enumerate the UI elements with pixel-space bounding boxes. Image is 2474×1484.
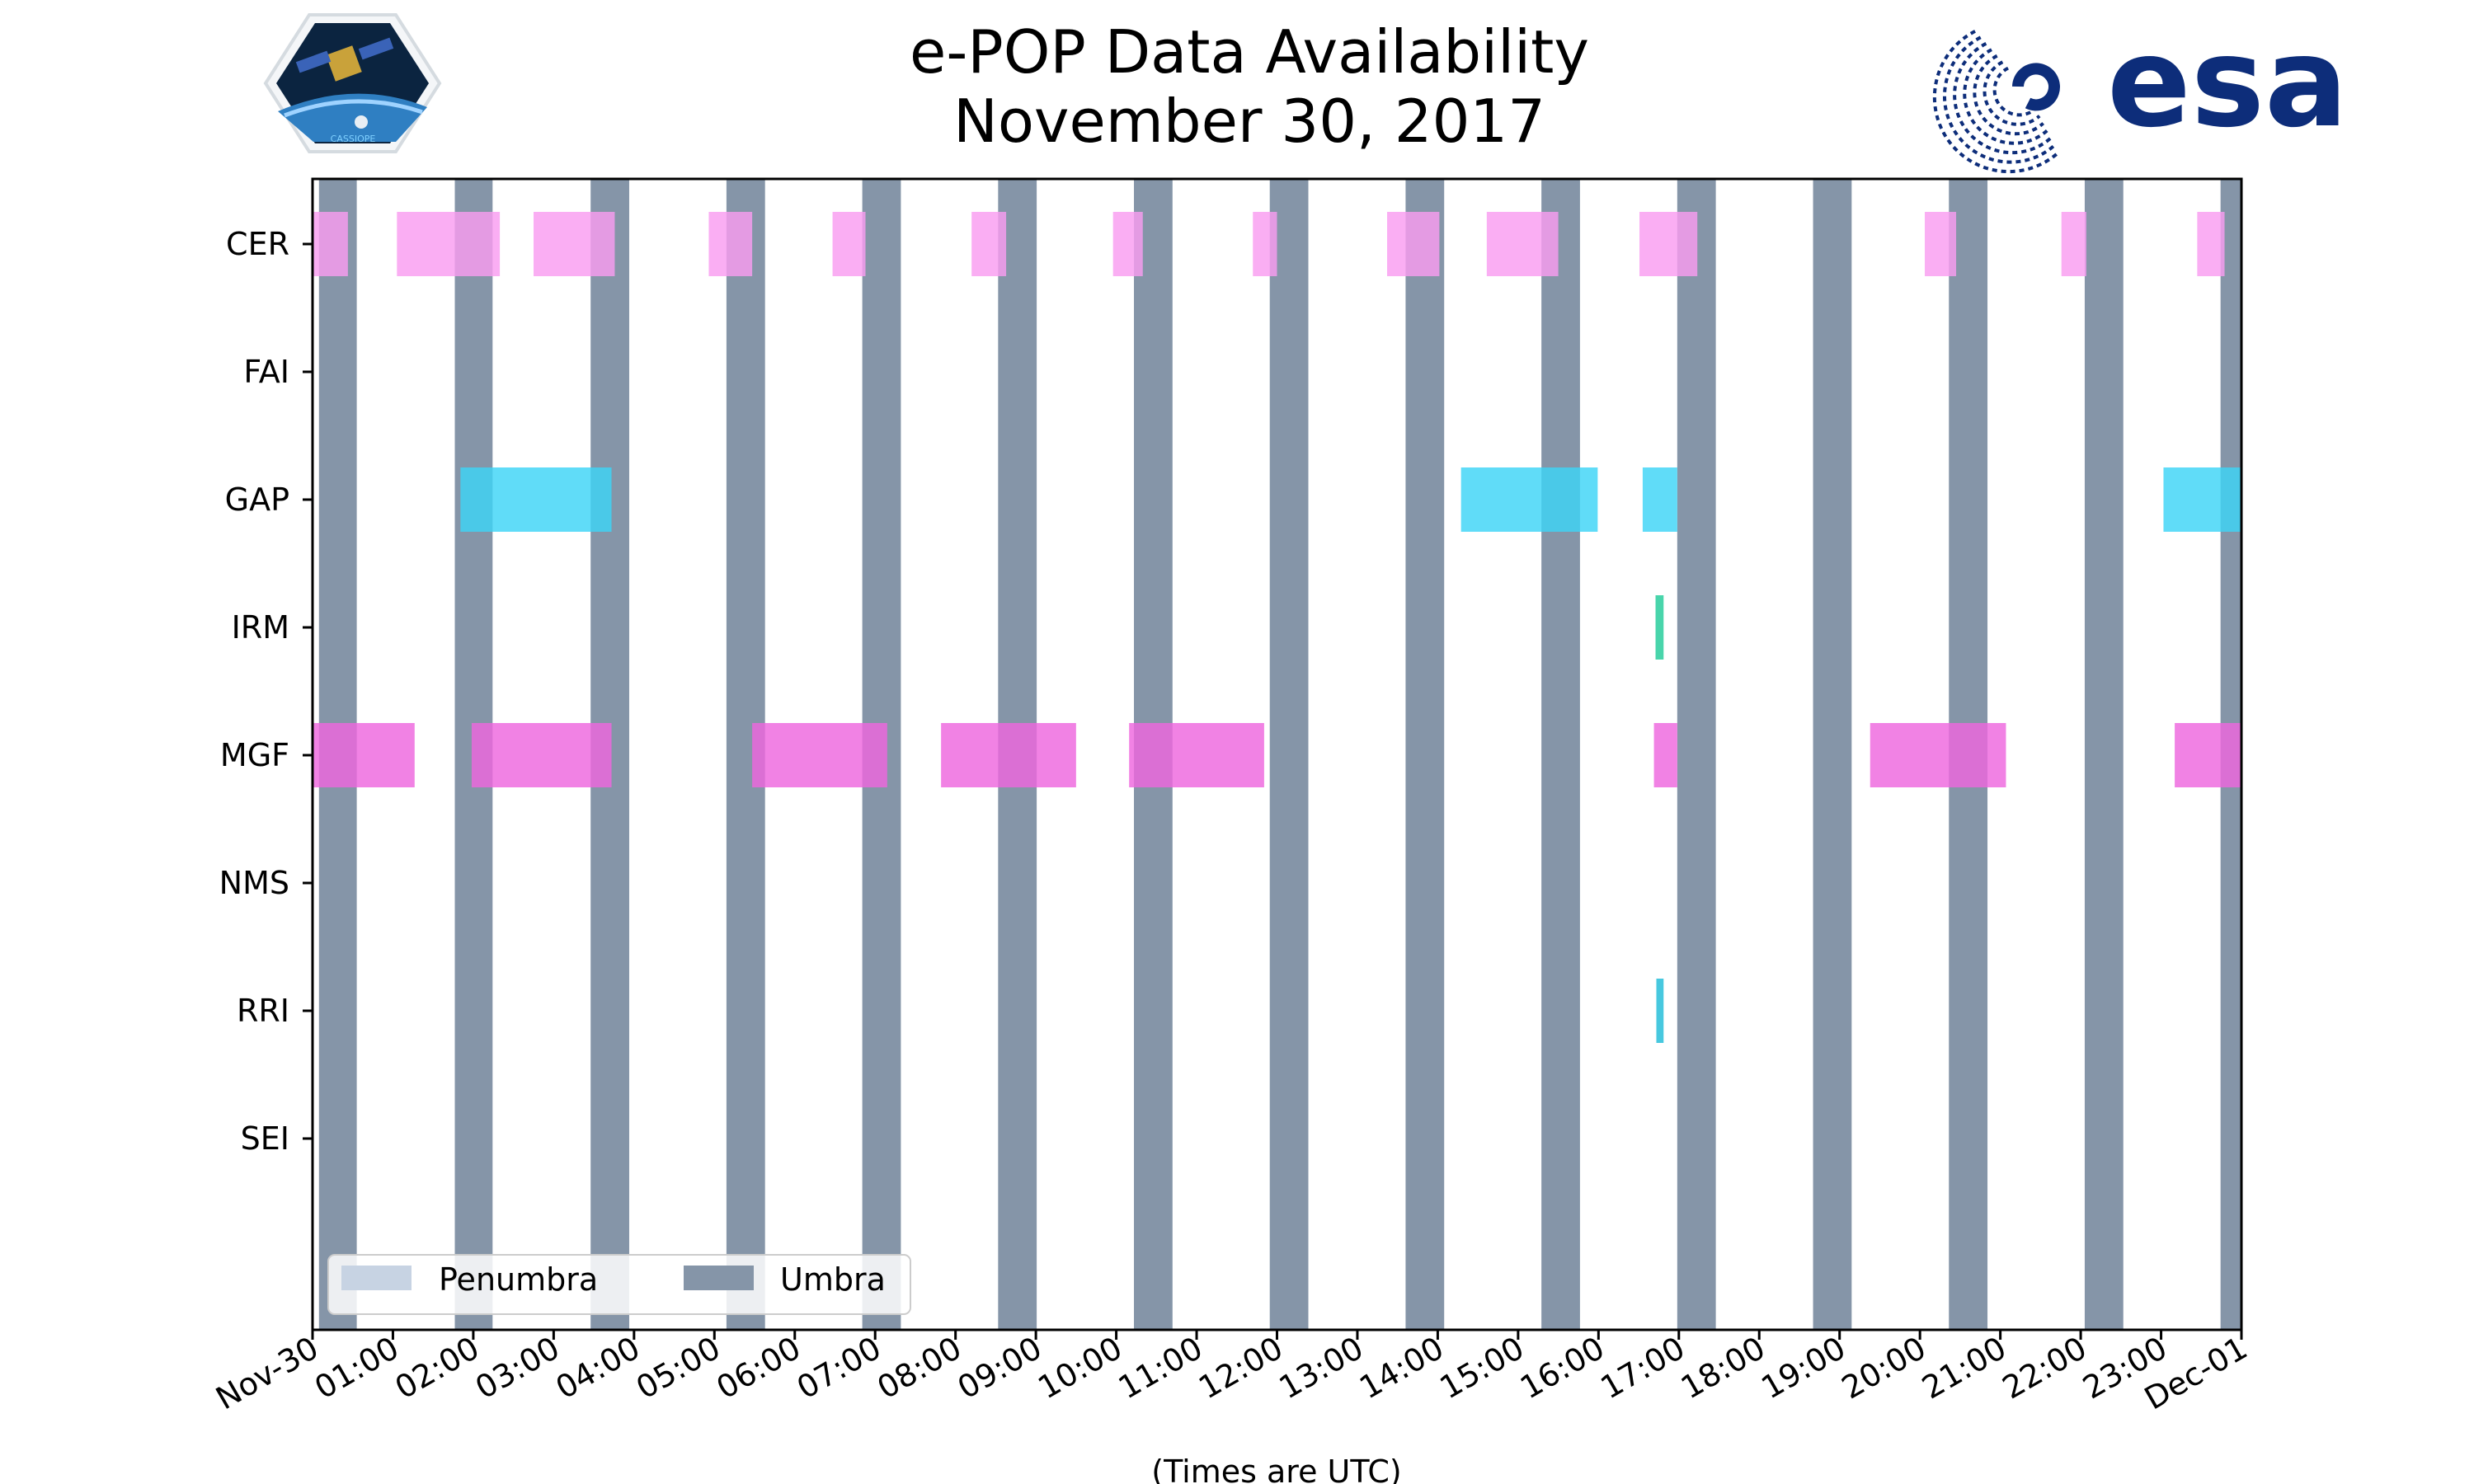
xtick-label-11: 11:00 xyxy=(1112,1330,1209,1407)
chart-title: e-POP Data Availability xyxy=(910,17,1589,87)
ytick-label-nms: NMS xyxy=(219,865,289,901)
cer-bar-1 xyxy=(313,212,348,276)
legend-umbra-label: Umbra xyxy=(780,1261,886,1298)
ytick-label-irm: IRM xyxy=(232,609,289,646)
cer-bar-11 xyxy=(1639,212,1698,276)
cer-bar-7 xyxy=(1112,212,1143,276)
cassiope-mission-logo: CASSIOPE xyxy=(263,13,442,153)
esa-swirl-ring-7 xyxy=(1932,30,2060,174)
xtick-label-7: 07:00 xyxy=(791,1330,887,1407)
cer-bar-13 xyxy=(2061,212,2086,276)
cer-bar-9 xyxy=(1387,212,1440,276)
esa-wordmark: esa xyxy=(2107,12,2348,155)
esa-swirl-ring-4 xyxy=(1963,48,2048,145)
ytick-label-cer: CER xyxy=(226,226,289,262)
xtick-label-15: 15:00 xyxy=(1434,1330,1531,1407)
mgf-bar-8 xyxy=(1653,723,1677,787)
instrument-bars xyxy=(313,212,2241,1043)
irm-bar-1 xyxy=(1655,595,1664,660)
chart-date: November 30, 2017 xyxy=(953,87,1545,156)
xtick-label-20: 20:00 xyxy=(1836,1330,1932,1407)
umbra-band-11 xyxy=(1677,179,1716,1330)
xtick-label-17: 17:00 xyxy=(1594,1330,1691,1407)
esa-logo: esa xyxy=(1932,12,2348,174)
esa-swirl-ring-6 xyxy=(1942,35,2056,164)
esa-swirl-icon xyxy=(1932,30,2060,174)
gap-bar-2 xyxy=(1460,467,1598,532)
esa-swirl-ring-3 xyxy=(1973,54,2045,136)
ytick-label-gap: GAP xyxy=(225,481,289,518)
ytick-label-sei: SEI xyxy=(241,1120,289,1157)
xtick-label-12: 12:00 xyxy=(1192,1330,1289,1407)
mgf-bar-1 xyxy=(313,723,415,787)
cer-bar-3 xyxy=(534,212,615,276)
xtick-label-2: 02:00 xyxy=(389,1330,486,1407)
mgf-bar-5 xyxy=(1129,723,1264,787)
xtick-label-8: 08:00 xyxy=(871,1330,967,1407)
mgf-bar-6 xyxy=(1870,723,2006,787)
cer-bar-14 xyxy=(2197,212,2225,276)
xtick-label-13: 13:00 xyxy=(1273,1330,1370,1407)
cer-bar-10 xyxy=(1486,212,1559,276)
xtick-label-5: 05:00 xyxy=(630,1330,727,1407)
mgf-bar-2 xyxy=(471,723,612,787)
gap-bar-3 xyxy=(1642,467,1677,532)
rri-bar-1 xyxy=(1656,979,1664,1043)
cassiope-caption: CASSIOPE xyxy=(331,134,376,144)
xtick-label-10: 10:00 xyxy=(1032,1330,1128,1407)
umbra-band-8 xyxy=(1269,179,1309,1330)
cer-bar-4 xyxy=(708,212,753,276)
mgf-bar-7 xyxy=(2175,723,2241,787)
cer-bar-5 xyxy=(832,212,866,276)
esa-swirl-ring-5 xyxy=(1953,42,2053,155)
umbra-band-14 xyxy=(2084,179,2124,1330)
umbra-band-9 xyxy=(1405,179,1445,1330)
esa-swirl-ring-2 xyxy=(1982,60,2041,126)
x-axis: Nov-3001:0002:0003:0004:0005:0006:0007:0… xyxy=(209,1330,2253,1417)
ytick-label-fai: FAI xyxy=(243,354,289,390)
xtick-label-14: 14:00 xyxy=(1353,1330,1450,1407)
xtick-label-1: 01:00 xyxy=(308,1330,405,1407)
umbra-band-10 xyxy=(1541,179,1580,1330)
cer-bar-8 xyxy=(1253,212,1277,276)
umbra-band-12 xyxy=(1813,179,1852,1330)
mgf-bar-4 xyxy=(941,723,1076,787)
y-axis: CER FAI GAP IRM MGF NMS RRI SEI xyxy=(219,226,313,1157)
mgf-bar-3 xyxy=(752,723,887,787)
legend-box xyxy=(327,1254,911,1315)
x-axis-label: (Times are UTC) xyxy=(1151,1453,1401,1484)
legend-penumbra-label: Penumbra xyxy=(439,1261,598,1298)
xtick-label-21: 21:00 xyxy=(1916,1330,2012,1407)
legend[interactable]: Penumbra Umbra xyxy=(327,1254,911,1315)
xtick-label-0: Nov-30 xyxy=(209,1330,324,1417)
xtick-label-9: 09:00 xyxy=(952,1330,1048,1407)
ytick-label-rri: RRI xyxy=(237,993,289,1029)
legend-penumbra-swatch xyxy=(341,1266,412,1290)
xtick-label-19: 19:00 xyxy=(1755,1330,1851,1407)
xtick-label-16: 16:00 xyxy=(1514,1330,1611,1407)
xtick-label-22: 22:00 xyxy=(1997,1330,2093,1407)
legend-umbra-swatch xyxy=(684,1266,754,1290)
esa-swirl-ring-1 xyxy=(1992,66,2037,117)
xtick-label-4: 04:00 xyxy=(549,1330,646,1407)
gap-bar-4 xyxy=(2163,467,2241,532)
xtick-label-6: 06:00 xyxy=(710,1330,807,1407)
cer-bar-2 xyxy=(397,212,501,276)
ytick-label-mgf: MGF xyxy=(220,737,289,773)
cer-bar-12 xyxy=(1925,212,1957,276)
xtick-label-18: 18:00 xyxy=(1675,1330,1771,1407)
esa-swirl-e xyxy=(2012,63,2060,111)
gap-bar-1 xyxy=(460,467,612,532)
cer-bar-6 xyxy=(971,212,1007,276)
xtick-label-3: 03:00 xyxy=(469,1330,566,1407)
